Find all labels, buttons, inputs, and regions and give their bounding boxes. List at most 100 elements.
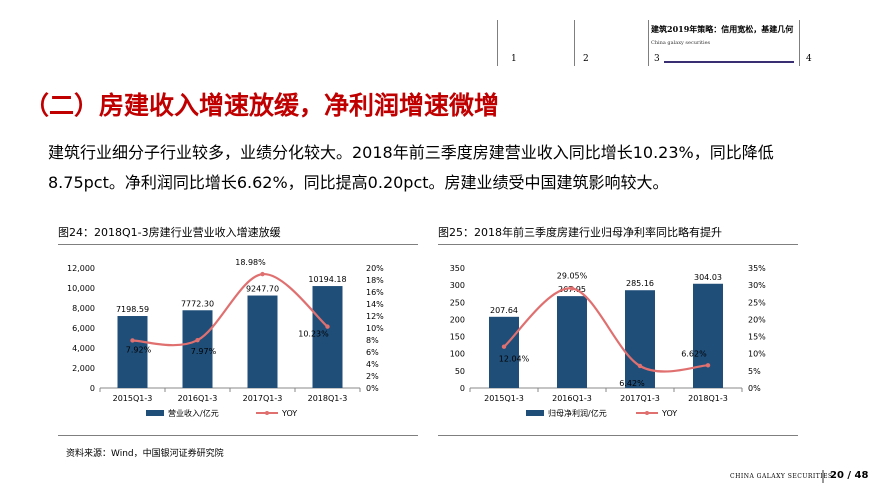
legend-bar-label: 营业收入/亿元 — [168, 408, 219, 418]
data-source: 资料来源：Wind，中国银河证券研究院 — [66, 449, 224, 459]
legend-line-label: YOY — [281, 409, 297, 418]
body-line-2: 8.75pct。净利润同比增长6.62%，同比提高0.20pct。房建业绩受中国… — [48, 173, 669, 192]
y-right-tick-label: 12% — [366, 312, 384, 321]
revenue-chart: 0 2,000 4,000 6,000 8,000 10,000 12,000 0% 2% 4% 6… — [67, 258, 384, 418]
legend-line-marker — [265, 411, 269, 415]
figure-24-title: 图24：2018Q1-3房建行业营业收入增速放缓 — [58, 226, 281, 239]
y-left-tick-label: 250 — [450, 298, 465, 307]
y-right-tick-label: 10% — [748, 350, 766, 359]
x-tick-label: 2016Q1-3 — [552, 394, 592, 403]
bar — [625, 290, 655, 388]
x-tick-label: 2017Q1-3 — [243, 394, 283, 403]
bar-value-label: 304.03 — [694, 273, 722, 282]
body-line-1: 建筑行业细分子行业较多，业绩分化较大。2018年前三季度房建营业收入同比增长10… — [48, 143, 774, 162]
y-right-tick-label: 25% — [748, 298, 766, 307]
y-left-tick-label: 10,000 — [67, 284, 95, 293]
y-left-tick-label: 350 — [450, 264, 465, 273]
footer-divider — [822, 470, 824, 483]
nav-section-4[interactable]: 4 — [806, 54, 812, 64]
y-right-tick-label: 20% — [366, 264, 384, 273]
bar — [693, 283, 723, 388]
bar-value-label: 285.16 — [626, 279, 654, 288]
yoy-point — [705, 363, 711, 368]
nav-divider — [497, 20, 498, 66]
y-right-tick-label: 0% — [748, 384, 761, 393]
figure-25-rule — [438, 244, 798, 245]
y-left-tick-label: 2,000 — [72, 364, 95, 373]
figure-24-rule — [58, 244, 418, 245]
legend-line-label: YOY — [661, 409, 677, 418]
legend-line-marker — [645, 411, 649, 415]
footer-brand: CHINA GALAXY SECURITIES — [730, 473, 833, 480]
yoy-point — [325, 324, 330, 329]
x-tick-label: 2015Q1-3 — [113, 394, 153, 403]
yoy-point — [637, 363, 643, 369]
y-right-tick-label: 14% — [366, 300, 384, 309]
figure-25-title: 图25：2018年前三季度房建行业归母净利率同比略有提升 — [438, 226, 722, 239]
y-left-tick-label: 100 — [450, 350, 465, 359]
y-right-tick-label: 2% — [366, 372, 379, 381]
yoy-value-label: 7.97% — [191, 347, 217, 356]
section-progress-bar — [664, 61, 794, 63]
x-tick-label: 2015Q1-3 — [484, 394, 524, 403]
y-right-tick-label: 15% — [748, 333, 766, 342]
y-right-tick-label: 4% — [366, 360, 379, 369]
y-left-tick-label: 300 — [450, 281, 465, 290]
yoy-point — [569, 286, 575, 291]
x-tick-label: 2016Q1-3 — [178, 394, 218, 403]
y-left-tick-label: 6,000 — [72, 324, 95, 333]
y-left-tick-label: 50 — [455, 367, 465, 376]
page-title: （二）房建收入增速放缓，净利润增速微增 — [24, 91, 500, 120]
y-right-tick-label: 20% — [748, 315, 766, 324]
yoy-line — [132, 273, 329, 347]
y-left-tick-label: 4,000 — [72, 344, 95, 353]
legend-bar-swatch — [146, 410, 164, 416]
y-left-tick-label: 8,000 — [72, 304, 95, 313]
yoy-value-label: 6.42% — [619, 379, 645, 388]
legend-bar-swatch — [526, 410, 544, 416]
nav-divider — [799, 20, 800, 66]
y-right-tick-label: 35% — [748, 264, 766, 273]
y-left-tick-label: 200 — [450, 315, 465, 324]
y-right-tick-label: 5% — [748, 367, 761, 376]
yoy-point — [501, 344, 507, 349]
yoy-value-label: 6.62% — [681, 349, 707, 358]
body-paragraph: 建筑行业细分子行业较多，业绩分化较大。2018年前三季度房建营业收入同比增长10… — [48, 138, 838, 198]
y-right-tick-label: 6% — [366, 348, 379, 357]
figure-24-bottom-rule — [58, 435, 418, 436]
y-right-tick-label: 0% — [366, 384, 379, 393]
nav-section-2[interactable]: 2 — [583, 54, 589, 64]
y-left-tick-label: 12,000 — [67, 264, 95, 273]
x-tick-label: 2017Q1-3 — [620, 394, 660, 403]
y-right-tick-label: 16% — [366, 288, 384, 297]
yoy-value-label: 12.04% — [499, 355, 530, 364]
yoy-point — [130, 338, 135, 343]
y-right-tick-label: 18% — [366, 276, 384, 285]
y-left-tick-label: 0 — [460, 384, 465, 393]
bar-value-label: 10194.18 — [308, 275, 346, 284]
nav-divider — [574, 20, 575, 66]
nav-section-1[interactable]: 1 — [511, 54, 517, 64]
yoy-point — [260, 271, 265, 277]
yoy-point — [195, 337, 200, 343]
report-title: 建筑2019年策略：信用宽松，基建几何 — [651, 24, 794, 34]
bar-value-label: 207.64 — [490, 306, 518, 315]
yoy-value-label: 7.92% — [126, 345, 152, 354]
page-number: 20 / 48 — [830, 470, 869, 481]
y-right-tick-label: 10% — [366, 324, 384, 333]
bar — [489, 316, 519, 388]
x-tick-label: 2018Q1-3 — [308, 394, 348, 403]
yoy-line — [503, 287, 709, 373]
y-left-tick-label: 150 — [450, 333, 465, 342]
bar-value-label: 9247.70 — [246, 285, 279, 294]
net-profit-chart: 0 50 100 150 200 250 300 350 0% 5% 10% 15% 20% 25% 30%… — [450, 264, 766, 418]
bar-value-label: 7772.30 — [181, 299, 214, 308]
nav-divider — [648, 20, 649, 66]
report-subtitle: China galaxy securities — [651, 40, 711, 46]
bar-value-label: 7198.59 — [116, 305, 149, 314]
legend-bar-label: 归母净利润/亿元 — [548, 408, 607, 418]
nav-section-3[interactable]: 3 — [654, 54, 660, 64]
bar — [557, 296, 587, 388]
y-right-tick-label: 30% — [748, 281, 766, 290]
bar — [117, 316, 148, 388]
